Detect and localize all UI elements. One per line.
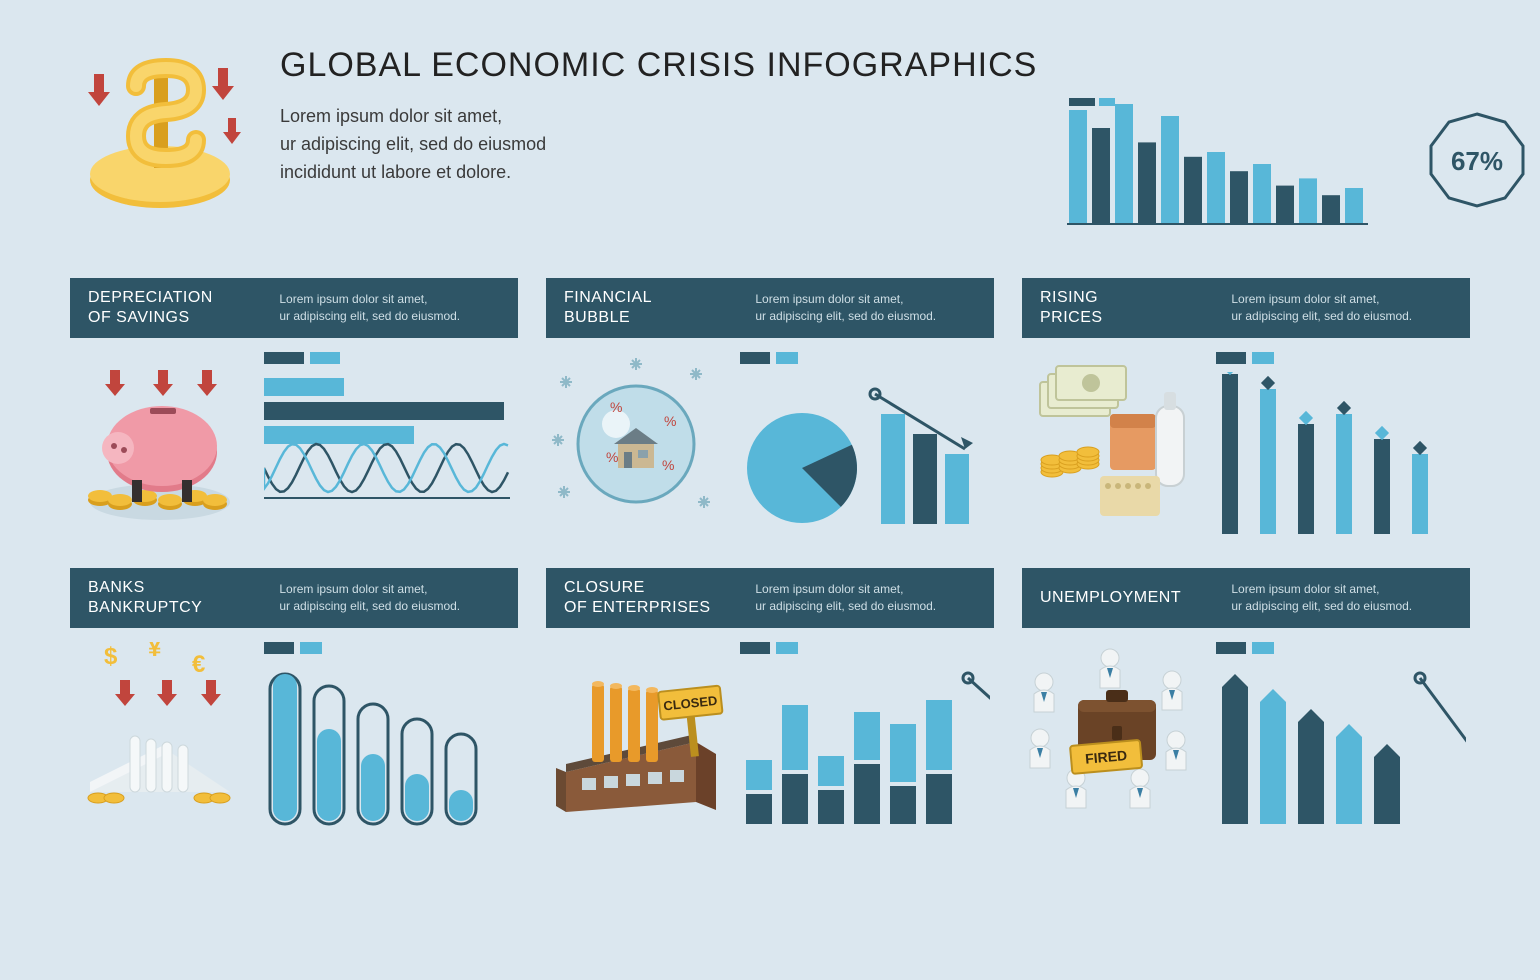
svg-text:%: % — [664, 413, 676, 429]
header-bar-chart — [1067, 40, 1397, 233]
section-header: UNEMPLOYMENT Lorem ipsum dolor sit amet,… — [1022, 568, 1470, 628]
page-title: GLOBAL ECONOMIC CRISIS INFOGRAPHICS — [280, 46, 1037, 85]
section-3: BANKS BANKRUPTCY Lorem ipsum dolor sit a… — [70, 568, 518, 828]
chart-legend — [740, 352, 994, 364]
section-chart — [1216, 642, 1470, 828]
section-desc: Lorem ipsum dolor sit amet, ur adipiscin… — [755, 581, 980, 615]
svg-text:%: % — [610, 399, 622, 415]
svg-text:%: % — [606, 449, 618, 465]
chart-svg — [264, 662, 514, 828]
section-header: DEPRECIATION OF SAVINGS Lorem ipsum dolo… — [70, 278, 518, 338]
section-illustration: %%%% — [546, 352, 726, 532]
sections-grid: DEPRECIATION OF SAVINGS Lorem ipsum dolo… — [70, 278, 1470, 828]
chart-svg — [1216, 372, 1466, 538]
chart-svg — [1216, 662, 1466, 828]
section-desc: Lorem ipsum dolor sit amet, ur adipiscin… — [279, 581, 504, 615]
section-header: BANKS BANKRUPTCY Lorem ipsum dolor sit a… — [70, 568, 518, 628]
chart-legend — [740, 642, 994, 654]
header-row: GLOBAL ECONOMIC CRISIS INFOGRAPHICS Lore… — [70, 40, 1470, 250]
section-chart — [740, 642, 994, 828]
svg-text:67%: 67% — [1451, 146, 1503, 176]
chart-legend — [1216, 642, 1470, 654]
svg-text:€: € — [192, 651, 205, 678]
section-5: UNEMPLOYMENT Lorem ipsum dolor sit amet,… — [1022, 568, 1470, 828]
dollar-melt-icon — [70, 40, 250, 220]
section-title: BANKS BANKRUPTCY — [88, 578, 279, 618]
section-chart — [264, 642, 518, 828]
section-desc: Lorem ipsum dolor sit amet, ur adipiscin… — [279, 291, 504, 325]
section-desc: Lorem ipsum dolor sit amet, ur adipiscin… — [1231, 291, 1456, 325]
chart-svg — [740, 662, 990, 828]
chart-legend — [264, 642, 518, 654]
chart-legend — [264, 352, 518, 364]
svg-text:$: $ — [104, 643, 118, 670]
section-illustration — [70, 352, 250, 532]
section-1: FINANCIAL BUBBLE Lorem ipsum dolor sit a… — [546, 278, 994, 538]
chart-svg — [740, 372, 990, 538]
section-illustration: CLOSED — [546, 642, 726, 822]
section-chart — [1216, 352, 1470, 538]
section-title: CLOSURE OF ENTERPRISES — [564, 578, 755, 618]
pct-badge: 67% — [1427, 40, 1527, 215]
section-desc: Lorem ipsum dolor sit amet, ur adipiscin… — [1231, 581, 1456, 615]
section-title: FINANCIAL BUBBLE — [564, 288, 755, 328]
section-illustration: $ ¥ € — [70, 642, 250, 822]
chart-svg — [264, 372, 514, 538]
svg-text:¥: ¥ — [148, 642, 162, 662]
section-chart — [264, 352, 518, 538]
section-illustration: FIRED — [1022, 642, 1202, 822]
section-0: DEPRECIATION OF SAVINGS Lorem ipsum dolo… — [70, 278, 518, 538]
section-chart — [740, 352, 994, 538]
section-header: RISING PRICES Lorem ipsum dolor sit amet… — [1022, 278, 1470, 338]
section-4: CLOSURE OF ENTERPRISES Lorem ipsum dolor… — [546, 568, 994, 828]
svg-text:%: % — [662, 457, 674, 473]
section-desc: Lorem ipsum dolor sit amet, ur adipiscin… — [755, 291, 980, 325]
section-header: CLOSURE OF ENTERPRISES Lorem ipsum dolor… — [546, 568, 994, 628]
section-title: UNEMPLOYMENT — [1040, 588, 1231, 608]
title-block: GLOBAL ECONOMIC CRISIS INFOGRAPHICS Lore… — [280, 40, 1037, 187]
section-title: RISING PRICES — [1040, 288, 1231, 328]
section-header: FINANCIAL BUBBLE Lorem ipsum dolor sit a… — [546, 278, 994, 338]
section-illustration — [1022, 352, 1202, 532]
chart-legend — [1216, 352, 1470, 364]
section-title: DEPRECIATION OF SAVINGS — [88, 288, 279, 328]
page-subtitle: Lorem ipsum dolor sit amet, ur adipiscin… — [280, 103, 1037, 187]
section-2: RISING PRICES Lorem ipsum dolor sit amet… — [1022, 278, 1470, 538]
